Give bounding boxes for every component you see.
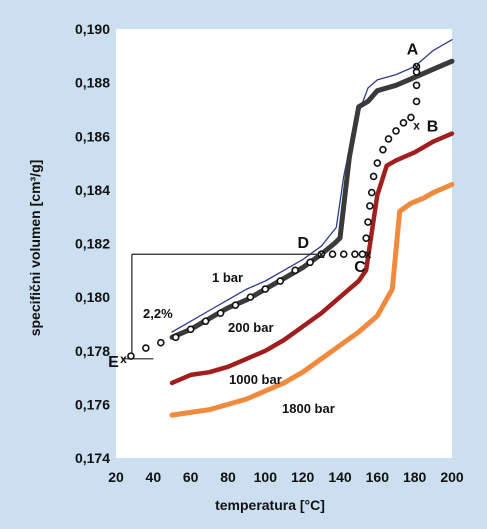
plot-area bbox=[116, 29, 452, 458]
dot-point bbox=[339, 250, 348, 259]
dot-point bbox=[366, 202, 374, 210]
dot-point bbox=[364, 218, 372, 226]
series-line-3 bbox=[169, 182, 455, 418]
y-tick-label: 0,174 bbox=[75, 450, 110, 466]
x-marker: x bbox=[120, 352, 127, 366]
percent-label: 2,2% bbox=[143, 306, 173, 321]
dot-point bbox=[412, 81, 421, 90]
point-label-e: E bbox=[108, 354, 119, 371]
dot-point bbox=[373, 159, 382, 167]
dotted-path-group: x x x x x bbox=[120, 60, 421, 366]
dot-point bbox=[412, 62, 421, 71]
x-marker: x bbox=[413, 60, 420, 74]
series-line-2 bbox=[169, 131, 455, 386]
dot-point bbox=[412, 97, 421, 106]
series-group bbox=[169, 39, 455, 418]
dot-point bbox=[369, 172, 378, 181]
y-axis-title: specifični volumen [cm³/g] bbox=[27, 160, 43, 337]
point-labels: A B C D E bbox=[108, 42, 438, 371]
y-tick-label: 0,184 bbox=[75, 182, 110, 198]
label-1000bar: 1000 bar bbox=[229, 372, 282, 387]
x-marker: x bbox=[318, 247, 325, 261]
dot-point bbox=[127, 352, 135, 360]
guide-lines bbox=[121, 253, 326, 360]
dot-point bbox=[201, 317, 210, 326]
point-label-d: D bbox=[298, 235, 310, 252]
dot-point bbox=[362, 234, 370, 242]
dot-point bbox=[351, 250, 359, 259]
dot-point bbox=[216, 309, 225, 318]
x-tick-label: 180 bbox=[403, 469, 427, 485]
x-tick-label: 140 bbox=[328, 469, 352, 485]
label-1bar: 1 bar bbox=[212, 270, 243, 285]
x-tick-label: 160 bbox=[366, 469, 390, 485]
y-tick-labels: 0,174 0,176 0,178 0,180 0,182 0,184 0,186 0,188… bbox=[75, 21, 110, 466]
series-line-1 bbox=[169, 58, 455, 340]
dot-point bbox=[261, 285, 270, 293]
dot-point bbox=[317, 250, 326, 259]
y-tick-label: 0,188 bbox=[75, 75, 110, 91]
dot-point bbox=[399, 119, 408, 127]
x-axis-title: temperatura [°C] bbox=[215, 497, 325, 513]
dot-point bbox=[358, 250, 367, 259]
dot-point bbox=[407, 113, 415, 122]
dot-point bbox=[379, 145, 387, 154]
label-1800bar: 1800 bar bbox=[282, 401, 335, 416]
x-tick-label: 20 bbox=[108, 469, 124, 485]
series-line-0 bbox=[171, 39, 453, 333]
x-tick-label: 60 bbox=[183, 469, 199, 485]
dot-point bbox=[171, 333, 180, 342]
dot-point bbox=[157, 338, 165, 347]
dot-point bbox=[231, 301, 240, 309]
point-label-b: B bbox=[427, 119, 439, 136]
dot-point bbox=[291, 266, 300, 275]
dot-point bbox=[392, 127, 400, 135]
x-marker: x bbox=[365, 247, 372, 261]
label-200bar: 200 bar bbox=[228, 320, 274, 335]
x-tick-label: 80 bbox=[220, 469, 236, 485]
dot-point bbox=[367, 188, 376, 197]
dot-point bbox=[306, 258, 314, 267]
x-tick-label: 200 bbox=[440, 469, 464, 485]
dot-point bbox=[276, 277, 285, 285]
dot-point bbox=[328, 250, 337, 259]
x-tick-label: 40 bbox=[146, 469, 162, 485]
y-tick-label: 0,178 bbox=[75, 343, 110, 359]
y-tick-label: 0,180 bbox=[75, 289, 110, 305]
point-label-c: C bbox=[354, 259, 366, 276]
x-tick-label: 100 bbox=[254, 469, 278, 485]
dot-point bbox=[142, 344, 150, 352]
x-tick-label: 120 bbox=[291, 469, 315, 485]
dot-point bbox=[246, 293, 255, 301]
x-marker: x bbox=[413, 119, 420, 133]
y-tick-label: 0,176 bbox=[75, 396, 110, 412]
dot-point bbox=[186, 325, 195, 334]
point-label-a: A bbox=[407, 42, 419, 59]
y-tick-label: 0,190 bbox=[75, 21, 110, 37]
y-tick-label: 0,186 bbox=[75, 128, 110, 144]
dot-point bbox=[384, 135, 393, 143]
y-tick-label: 0,182 bbox=[75, 236, 110, 252]
x-tick-labels: 20 40 60 80 100 120 140 160 180 200 bbox=[108, 469, 464, 485]
